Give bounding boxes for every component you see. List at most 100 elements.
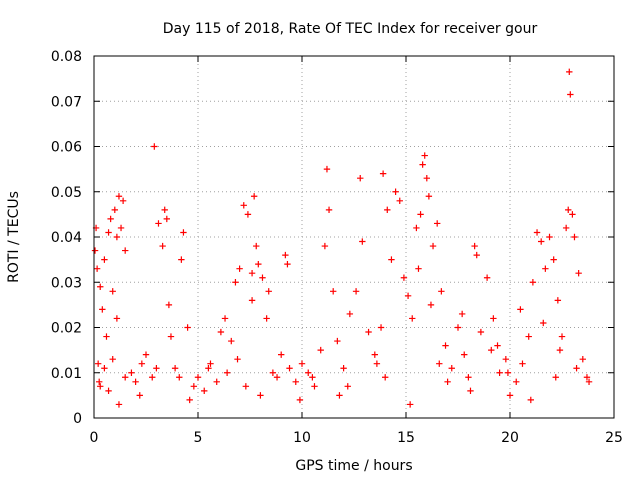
data-point xyxy=(142,351,150,358)
data-point xyxy=(404,292,412,300)
data-point xyxy=(163,215,170,223)
data-point xyxy=(296,396,304,404)
data-point xyxy=(496,369,503,376)
data-points xyxy=(91,68,593,408)
data-point xyxy=(513,378,520,385)
data-point xyxy=(99,306,106,313)
data-point xyxy=(255,260,262,268)
data-point xyxy=(434,220,441,227)
data-point xyxy=(236,265,243,272)
data-point xyxy=(115,193,123,200)
data-point xyxy=(436,360,443,367)
data-point xyxy=(340,365,347,372)
data-point xyxy=(583,374,591,381)
data-point xyxy=(186,396,193,404)
data-point xyxy=(101,365,108,372)
data-point xyxy=(119,197,127,204)
data-point xyxy=(566,68,573,76)
y-tick-label: 0.07 xyxy=(51,94,82,110)
data-point xyxy=(213,378,220,385)
data-point xyxy=(579,355,586,363)
data-point xyxy=(585,378,593,385)
data-point xyxy=(573,365,580,372)
y-tick-label: 0.01 xyxy=(51,366,82,382)
data-point xyxy=(228,337,235,345)
data-point xyxy=(244,211,252,218)
data-point xyxy=(93,265,101,272)
data-point xyxy=(438,288,445,295)
data-point xyxy=(323,165,331,173)
y-tick-label: 0.02 xyxy=(51,321,82,337)
data-point xyxy=(423,174,430,182)
data-point xyxy=(415,265,422,272)
data-point xyxy=(425,193,433,200)
data-point xyxy=(406,401,414,408)
x-tick-label: 0 xyxy=(90,430,99,446)
data-point xyxy=(97,283,104,290)
data-point xyxy=(357,174,364,182)
x-tick-label: 25 xyxy=(605,430,623,446)
data-point xyxy=(122,247,129,254)
data-point xyxy=(377,324,385,331)
data-point xyxy=(546,233,553,241)
data-point xyxy=(565,206,572,214)
data-point xyxy=(419,161,426,168)
data-point xyxy=(346,310,354,318)
data-point xyxy=(506,392,514,399)
axis-ticks: 0 5 10 15 20 25 0 0.01 0.02 0.03 0.04 0.05 0.06 0.07 0… xyxy=(51,49,623,446)
data-point xyxy=(223,369,231,376)
data-point xyxy=(136,392,143,399)
data-point xyxy=(242,383,250,390)
data-point xyxy=(421,152,428,159)
data-point xyxy=(273,374,281,381)
data-point xyxy=(149,374,156,381)
data-point xyxy=(359,238,366,245)
data-point xyxy=(409,315,416,322)
x-tick-label: 15 xyxy=(397,430,415,446)
data-point xyxy=(184,324,191,331)
data-point xyxy=(97,383,104,390)
data-point xyxy=(155,220,162,227)
data-point xyxy=(309,374,316,381)
data-point xyxy=(490,315,497,322)
data-point xyxy=(96,378,103,385)
data-point xyxy=(325,206,333,214)
data-point xyxy=(105,229,112,236)
data-point xyxy=(257,392,264,399)
data-point xyxy=(448,365,455,372)
data-point xyxy=(91,247,99,254)
data-point xyxy=(109,355,116,363)
data-point xyxy=(305,369,312,376)
y-tick-label: 0.08 xyxy=(51,49,82,65)
data-point xyxy=(171,365,179,372)
data-point xyxy=(282,251,289,259)
data-point xyxy=(159,242,166,250)
data-point xyxy=(240,202,247,209)
data-point xyxy=(190,383,198,390)
data-point xyxy=(554,297,562,304)
data-point xyxy=(178,256,185,263)
data-point xyxy=(373,360,381,367)
data-point xyxy=(477,328,485,336)
data-point xyxy=(494,342,501,349)
data-point xyxy=(444,378,451,385)
data-point xyxy=(413,224,420,232)
data-point xyxy=(111,206,118,214)
data-point xyxy=(336,392,343,399)
data-point xyxy=(396,197,403,204)
data-point xyxy=(221,315,229,322)
data-point xyxy=(278,351,285,358)
data-point xyxy=(138,360,146,367)
data-point xyxy=(105,387,112,395)
data-point xyxy=(427,301,435,309)
data-point xyxy=(194,374,202,381)
data-point xyxy=(384,206,391,214)
data-point xyxy=(417,211,424,218)
y-tick-label: 0.04 xyxy=(51,230,82,246)
x-tick-label: 5 xyxy=(194,430,203,446)
data-point xyxy=(165,301,173,309)
data-point xyxy=(113,233,121,241)
data-point xyxy=(382,374,389,381)
y-tick-label: 0.06 xyxy=(51,140,82,156)
data-point xyxy=(334,337,341,345)
